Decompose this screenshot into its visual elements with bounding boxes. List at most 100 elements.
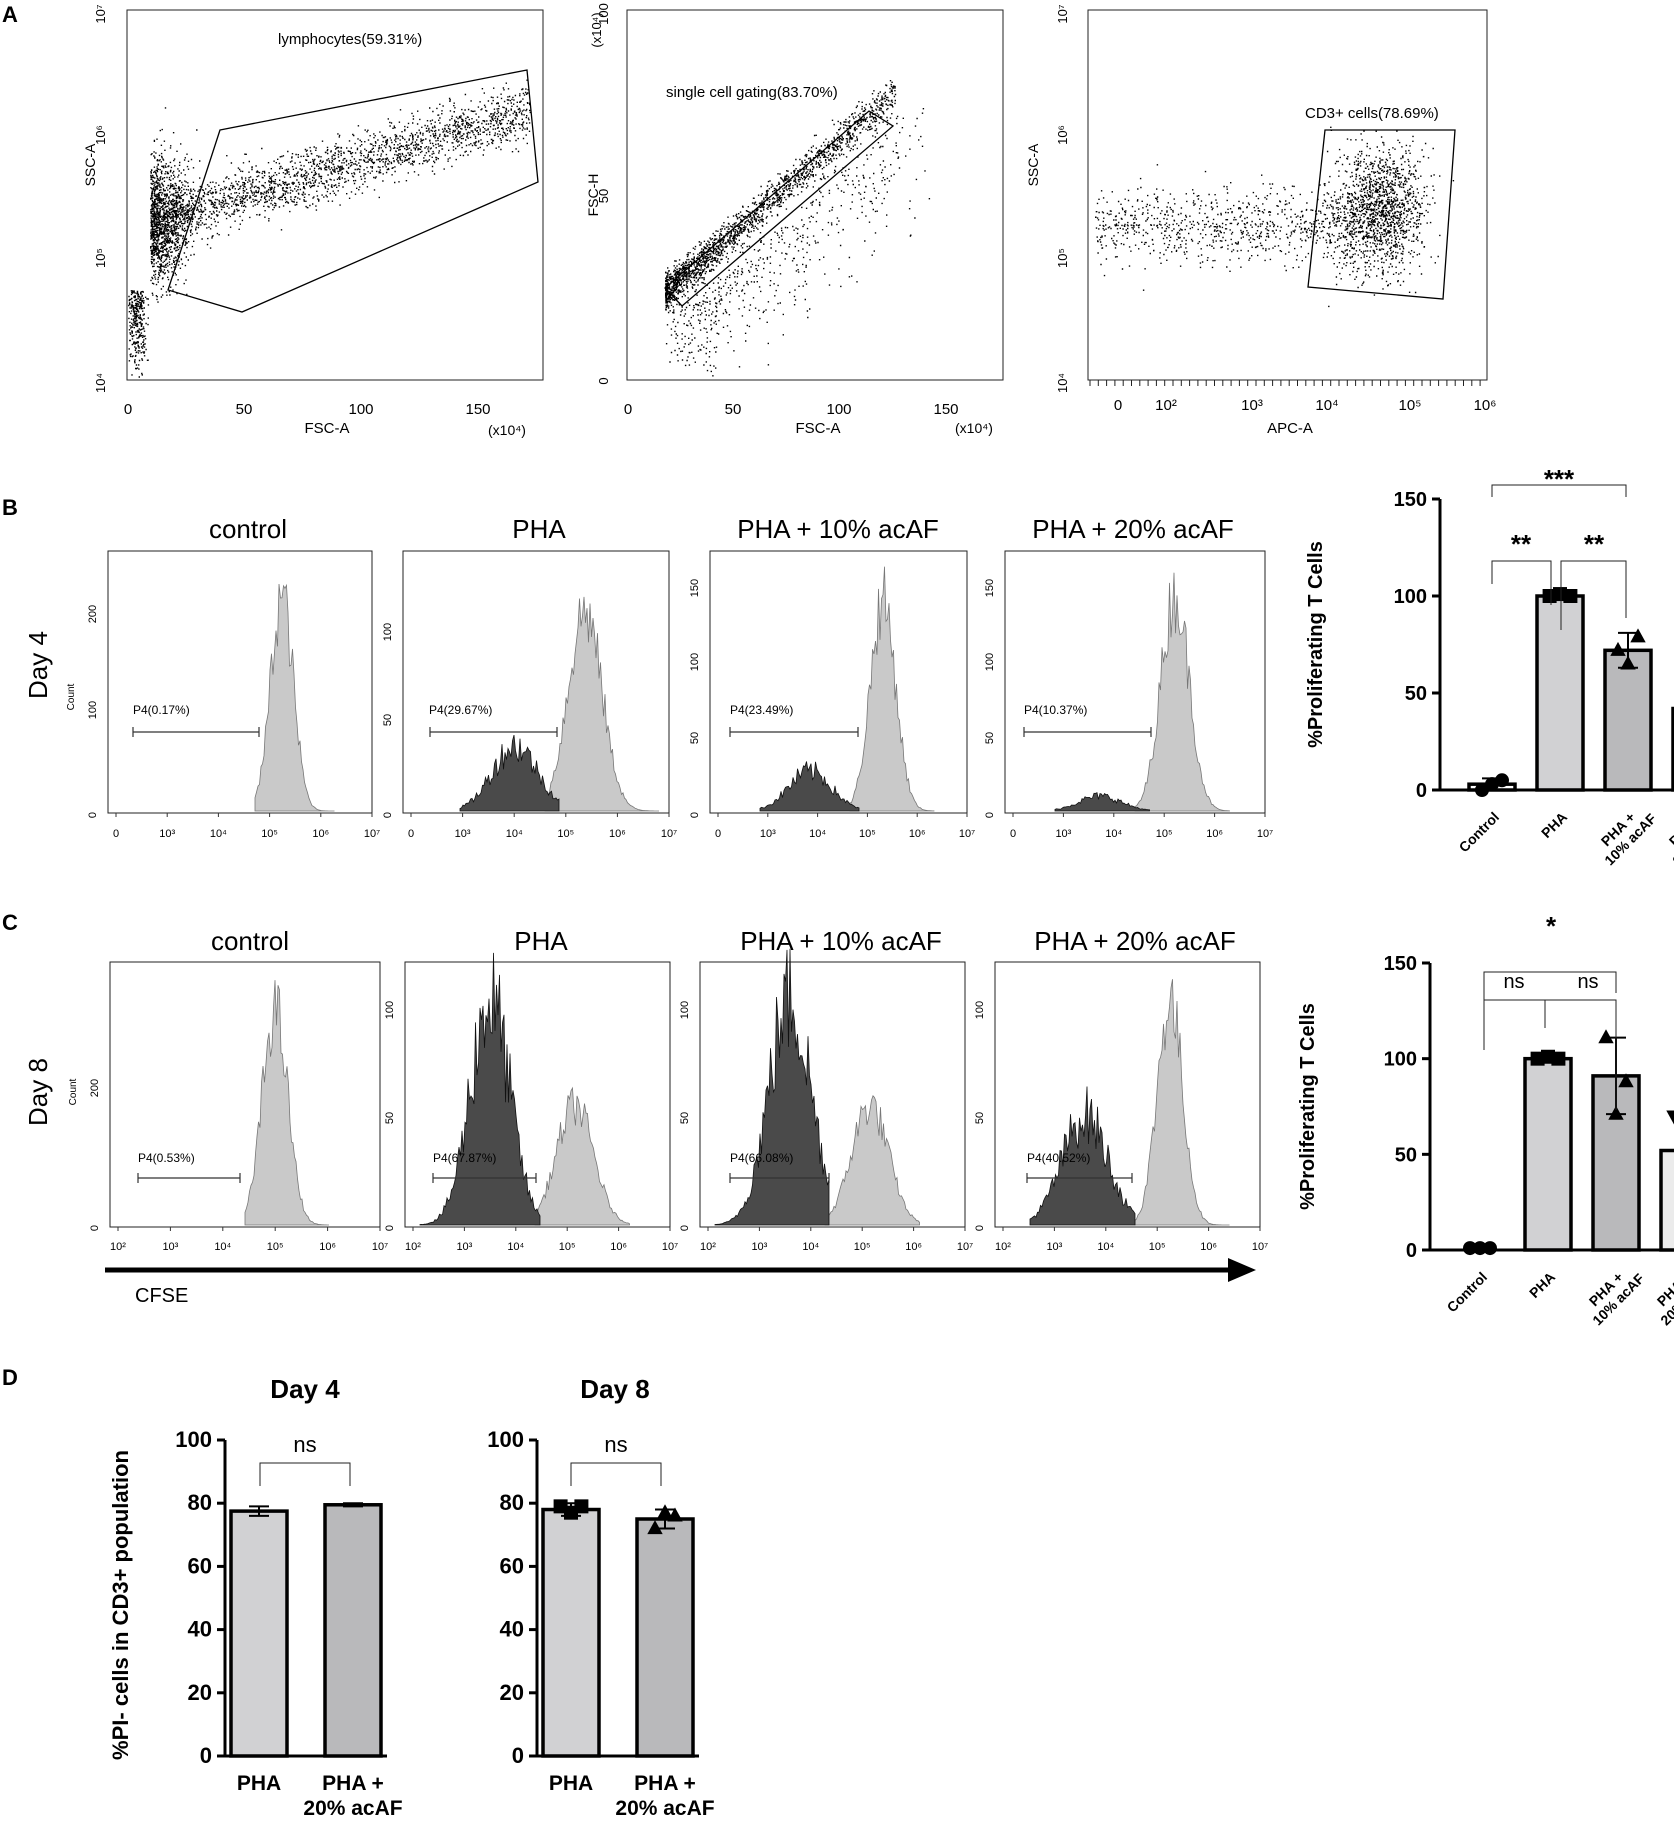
x-tick: 10⁵ (559, 1241, 576, 1253)
x-tick: 10⁴ (214, 1241, 231, 1253)
hist-frame (1004, 550, 1266, 814)
histogram-undivided-peak (1134, 572, 1230, 812)
data-point (1610, 641, 1626, 656)
plot-frame (626, 9, 1004, 381)
gate-label: P4(29.67%) (429, 703, 492, 717)
x-tick: 10⁴ (1315, 397, 1338, 414)
category-label: PHA +10% acAF (1578, 1259, 1648, 1329)
x-tick: 0 (1114, 397, 1122, 414)
x-tick: 10² (405, 1241, 421, 1253)
bar-chart-day4-viability: 0 20 40 60 80 100 PHA PHA +20% acAF (175, 1427, 402, 1820)
y-tick: 0 (984, 812, 996, 818)
x-tick: 10² (110, 1241, 126, 1253)
y-tick-label: 100 (487, 1427, 524, 1452)
x-tick: 0 (124, 401, 132, 418)
bar (1659, 1148, 1674, 1252)
hist-title: PHA + 20% acAF (1034, 926, 1236, 956)
bar (323, 1503, 383, 1758)
bar (635, 1517, 695, 1758)
y-tick: 200 (87, 605, 99, 623)
y-tick: 10⁶ (1055, 125, 1070, 145)
category-label-line: 20% acAF (615, 1797, 714, 1820)
hist-frame (709, 550, 968, 814)
x-tick: 10⁷ (1257, 828, 1273, 840)
gate-label: P4(23.49%) (730, 703, 793, 717)
y-tick: 50 (974, 1112, 986, 1124)
row-label-day4: Day 4 (23, 631, 53, 699)
histogram-divided-peak (1029, 1086, 1136, 1226)
x-tick: 10³ (159, 828, 175, 840)
panel-d-title-day8: Day 8 (580, 1374, 649, 1404)
sig-label: * (1546, 911, 1557, 941)
gate-single-cell (664, 110, 895, 307)
cfse-arrow-head (1228, 1258, 1256, 1282)
x-tick: 10⁴ (1105, 828, 1122, 840)
scatter-plot-single-cell: single cell gating(83.70%) FSC-H (x10⁴) … (585, 3, 1004, 437)
bracket (1483, 971, 1617, 1000)
sig-label: ** (1511, 529, 1532, 559)
y-tick: 0 (87, 812, 99, 818)
scatter-dots (1095, 126, 1455, 308)
histogram-traces (137, 948, 1230, 1226)
gate-label: CD3+ cells(78.69%) (1305, 105, 1439, 122)
y-tick: 0 (89, 1225, 101, 1231)
x-tick: 10⁴ (809, 828, 826, 840)
x-tick: 10⁷ (661, 828, 677, 840)
category-label: PHA (549, 1772, 593, 1795)
x-tick: 10⁵ (1156, 828, 1173, 840)
x-axis-label: FSC-A (796, 420, 841, 437)
histogram-traces (132, 566, 1230, 812)
gate-label: P4(0.17%) (133, 703, 190, 717)
gate-label: P4(67.87%) (433, 1151, 496, 1165)
x-tick: 10² (1155, 397, 1177, 414)
panel-label-d: D (2, 1365, 18, 1390)
bracket (570, 1462, 662, 1486)
histogram-divided-peak (1054, 792, 1150, 812)
y-axis-unit: (x10⁴) (589, 12, 604, 47)
x-tick: 10² (700, 1241, 716, 1253)
x-tick-labels: 0 10³ 10⁴ 10⁵ 10⁶ 10⁷ 0 10³ 10⁴ 10⁵ 10⁶ 10⁷ 0 10³ 10⁴ 1… (113, 813, 1273, 840)
y-tick-label: 80 (500, 1490, 524, 1515)
y-tick-label: 40 (500, 1617, 524, 1642)
y-tick-label: 100 (175, 1427, 212, 1452)
sig-label: *** (1544, 464, 1575, 494)
y-tick: 50 (679, 1112, 691, 1124)
sig-brackets-d: ns ns (259, 1432, 662, 1486)
y-axis-label: %Proliferating T Cells (1297, 1003, 1319, 1210)
gate-cd3 (1307, 129, 1456, 300)
y-tick-label: 0 (512, 1743, 524, 1768)
data-point (1463, 1241, 1477, 1256)
y-tick-label: 50 (1405, 683, 1427, 705)
y-tick: 100 (596, 3, 611, 25)
category-label: PHA (1538, 809, 1570, 841)
x-tick: 0 (113, 828, 119, 840)
y-tick: 10⁶ (93, 125, 108, 145)
data-point (1618, 1073, 1634, 1088)
x-tick: 50 (725, 401, 742, 418)
x-tick: 0 (624, 401, 632, 418)
y-tick: 0 (974, 1225, 986, 1231)
data-point (1485, 777, 1499, 792)
hist-frame (994, 961, 1261, 1228)
category-label: PHA +10% acAF (1590, 799, 1660, 869)
y-tick: 200 (89, 1079, 101, 1097)
data-point (1563, 589, 1578, 603)
bar (1591, 1074, 1641, 1252)
x-tick: 10³ (162, 1241, 178, 1253)
histogram-divided-peak (459, 734, 560, 812)
x-tick: 10³ (751, 1241, 767, 1253)
y-tick-label: 80 (188, 1490, 212, 1515)
x-minor-ticks (1089, 380, 1481, 386)
histogram-divided-peak (714, 948, 830, 1226)
sig-brackets-b: *** ** ** (1491, 464, 1627, 630)
x-tick: 10⁵ (557, 828, 574, 840)
x-tick: 10⁵ (859, 828, 876, 840)
panel-d-y-axis-label: %PI- cells in CD3+ population (108, 1450, 133, 1760)
bar (1603, 648, 1653, 792)
y-tick: 100 (679, 1001, 691, 1019)
y-tick: 50 (689, 732, 701, 744)
x-tick: 10² (995, 1241, 1011, 1253)
y-tick: 100 (87, 701, 99, 719)
bracket (1491, 484, 1627, 497)
x-axis-label: APC-A (1267, 420, 1313, 437)
